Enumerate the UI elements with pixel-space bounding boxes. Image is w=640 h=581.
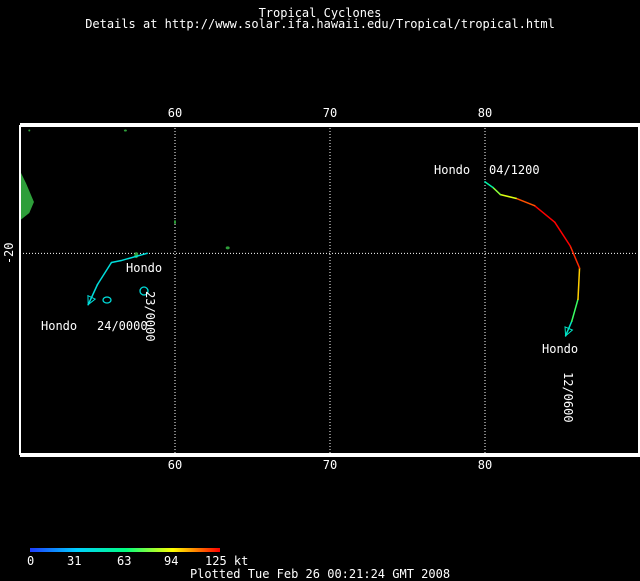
lon-tick-top-70: 70 bbox=[323, 106, 337, 120]
track-0-segment-3 bbox=[500, 193, 517, 200]
colorbar-tick-31: 31 bbox=[67, 554, 82, 568]
colorbar-tick-125: 125 kt bbox=[205, 554, 249, 568]
track-1-end-time: 24/0000 bbox=[97, 319, 148, 333]
track-0-start-time: 04/1200 bbox=[489, 163, 540, 177]
track-1-point-3 bbox=[96, 283, 99, 286]
lon-tick-bottom-70: 70 bbox=[323, 458, 337, 472]
lon-tick-bottom-60: 60 bbox=[168, 458, 182, 472]
track-0-point-8 bbox=[577, 298, 579, 300]
track-1-point-0 bbox=[146, 252, 148, 255]
map-title: Tropical Cyclones bbox=[258, 6, 382, 20]
track-0-end-arrow bbox=[564, 326, 574, 337]
track-1-loop bbox=[102, 296, 112, 304]
track-0-segment-2 bbox=[492, 186, 502, 196]
track-0-end-name: Hondo bbox=[542, 342, 578, 356]
track-0-point-2 bbox=[499, 193, 502, 196]
track-0-segment-6 bbox=[554, 221, 571, 247]
track-1-segment-1 bbox=[120, 252, 148, 262]
lon-tick-bottom-80: 80 bbox=[478, 458, 492, 472]
track-1-end-name: Hondo bbox=[41, 319, 77, 333]
land-shoal bbox=[174, 220, 176, 225]
track-0-segment-7 bbox=[569, 245, 581, 269]
track-0-point-7 bbox=[578, 267, 581, 269]
colorbar-tick-0: 0 bbox=[27, 554, 35, 568]
track-0-end-time: 12/0600 bbox=[561, 372, 575, 423]
land-madagascar bbox=[20, 170, 34, 221]
track-0-point-1 bbox=[491, 186, 494, 189]
track-0-point-3 bbox=[515, 197, 517, 200]
track-0-segment-8 bbox=[577, 267, 581, 300]
track-0-segment-4 bbox=[515, 197, 535, 207]
track-0-point-6 bbox=[569, 245, 572, 247]
track-0-point-0 bbox=[484, 181, 486, 183]
lon-tick-top-60: 60 bbox=[168, 106, 182, 120]
plotted-timestamp: Plotted Tue Feb 26 00:21:24 GMT 2008 bbox=[189, 567, 451, 581]
track-1-segment-3 bbox=[96, 262, 113, 285]
colorbar-tick-63: 63 bbox=[117, 554, 132, 568]
track-1-loop-2 bbox=[139, 286, 149, 296]
track-1-point-1 bbox=[119, 259, 122, 262]
land-rodrigues bbox=[225, 246, 230, 250]
details-url: Details at http://www.solar.ifa.hawaii.e… bbox=[85, 17, 555, 31]
track-0-point-9 bbox=[571, 320, 573, 322]
track-1-start-name: Hondo bbox=[126, 261, 162, 275]
track-1-start-time: 23/0000 bbox=[143, 291, 157, 342]
track-1-segment-2 bbox=[111, 259, 121, 264]
colorbar bbox=[30, 548, 220, 552]
lat-tick-label: -20 bbox=[2, 242, 16, 264]
lon-tick-top-80: 80 bbox=[478, 106, 492, 120]
track-1-point-2 bbox=[110, 261, 113, 264]
track-0-point-4 bbox=[533, 204, 536, 207]
track-1-end-arrow bbox=[87, 294, 97, 306]
land-agalega bbox=[123, 129, 127, 132]
track-0-segment-1 bbox=[484, 181, 494, 188]
track-0-segment-9 bbox=[571, 298, 579, 322]
land-islet bbox=[28, 129, 31, 132]
colorbar-tick-94: 94 bbox=[164, 554, 179, 568]
track-0-segment-5 bbox=[534, 205, 556, 223]
track-1-segment-4 bbox=[87, 284, 99, 305]
track-0-start-name: Hondo bbox=[434, 163, 470, 177]
track-0-point-5 bbox=[553, 221, 556, 223]
